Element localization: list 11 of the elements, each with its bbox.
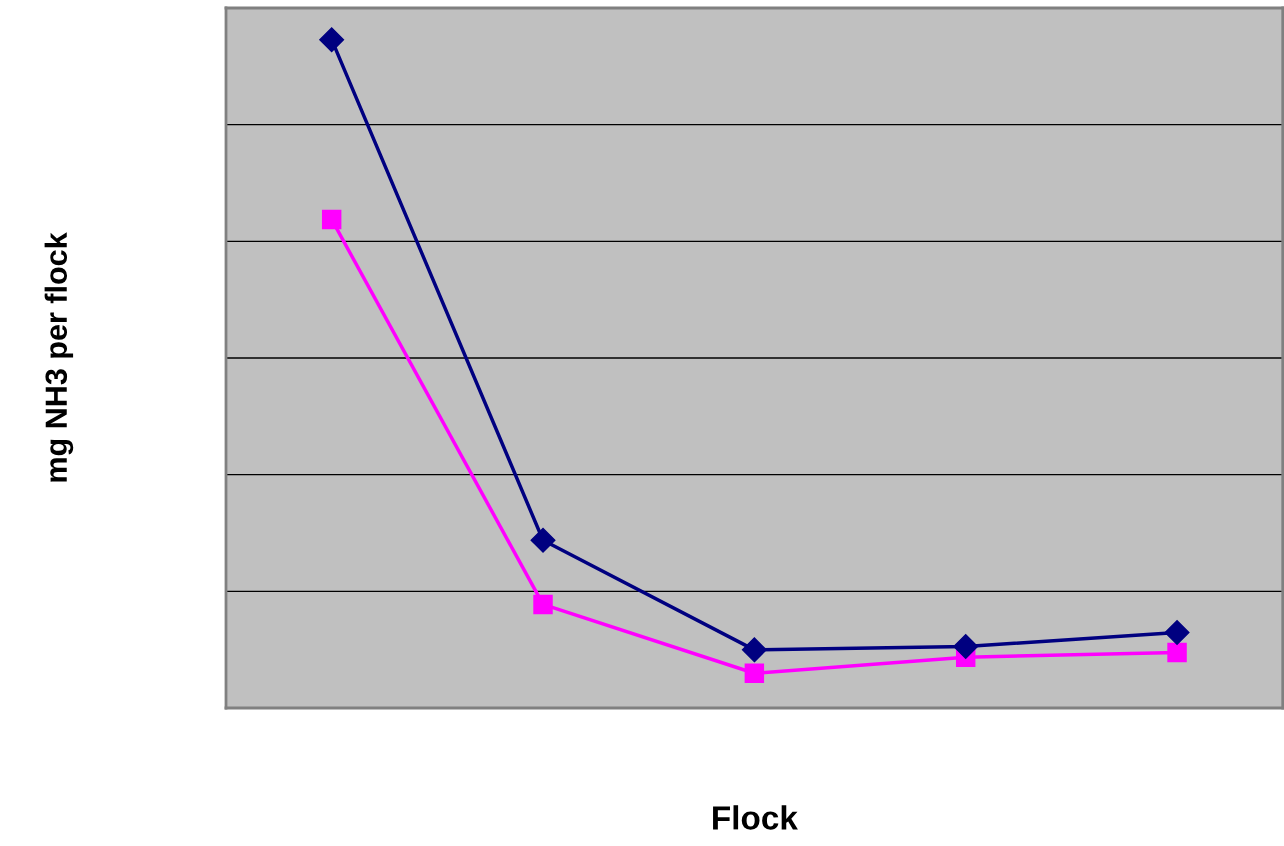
point bbox=[1167, 642, 1187, 663]
point bbox=[530, 527, 556, 553]
point bbox=[533, 594, 553, 615]
point bbox=[1164, 619, 1190, 645]
point bbox=[953, 634, 979, 659]
point bbox=[744, 663, 765, 683]
x-axis-title: Flock bbox=[713, 805, 798, 830]
point bbox=[321, 209, 342, 230]
y-axis-title: mg NH3 per flock bbox=[44, 232, 74, 482]
point bbox=[741, 637, 767, 663]
point bbox=[319, 27, 345, 53]
